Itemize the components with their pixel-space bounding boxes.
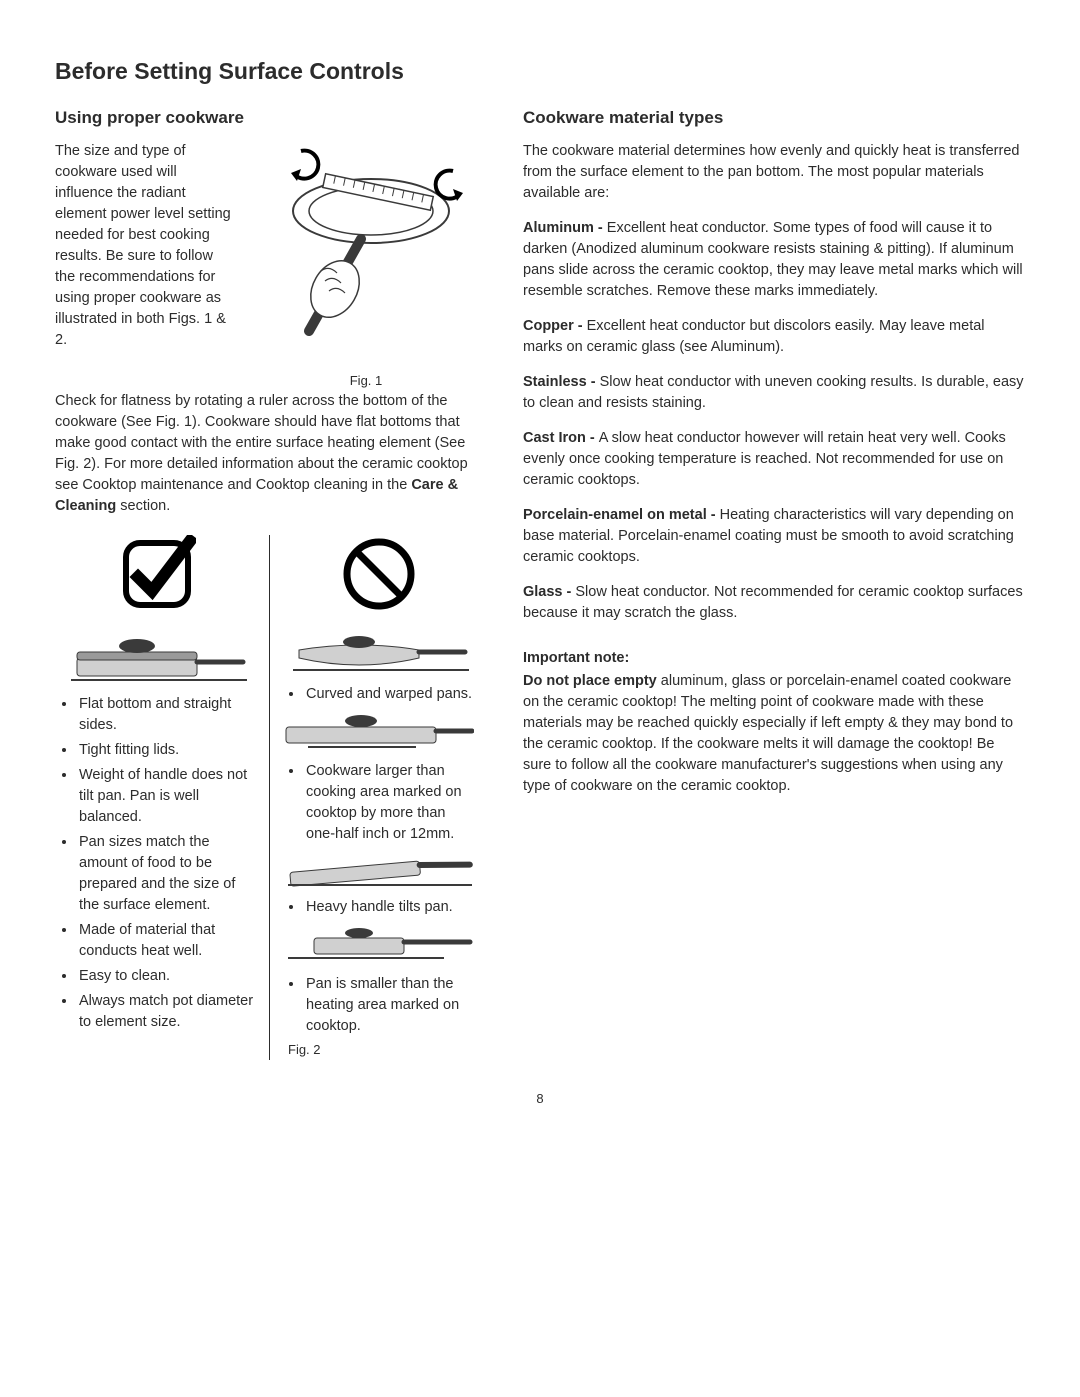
- material-copper: Copper - Excellent heat conductor but di…: [523, 316, 1025, 358]
- curved-pan-illustration: [289, 628, 469, 678]
- list-item: Cookware larger than cooking area marked…: [304, 761, 475, 845]
- list-item: Pan sizes match the amount of food to be…: [77, 832, 259, 916]
- note-rest: aluminum, glass or porcelain-enamel coat…: [523, 673, 1013, 794]
- bad-list-2: Cookware larger than cooking area marked…: [282, 761, 475, 845]
- right-column: Cookware material types The cookware mat…: [523, 106, 1025, 1060]
- important-note-body: Do not place empty aluminum, glass or po…: [523, 671, 1025, 797]
- material-porcelain: Porcelain-enamel on metal - Heating char…: [523, 505, 1025, 568]
- materials-intro: The cookware material determines how eve…: [523, 141, 1025, 204]
- page-title: Before Setting Surface Controls: [55, 55, 1025, 88]
- intro-paragraph: The size and type of cookware used will …: [55, 141, 235, 351]
- material-name: Aluminum -: [523, 220, 607, 236]
- bad-list-4: Pan is smaller than the heating area mar…: [282, 974, 475, 1037]
- note-bold: Do not place empty: [523, 673, 657, 689]
- bad-list-1: Curved and warped pans.: [282, 684, 475, 705]
- left-column: Using proper cookware The size and type …: [55, 106, 485, 1060]
- material-cast-iron: Cast Iron - A slow heat conductor howeve…: [523, 428, 1025, 491]
- good-cookware-column: Flat bottom and straight sides. Tight fi…: [55, 535, 270, 1060]
- check-icon: [118, 535, 196, 613]
- material-stainless: Stainless - Slow heat conductor with une…: [523, 372, 1025, 414]
- list-item: Flat bottom and straight sides.: [77, 694, 259, 736]
- material-name: Copper -: [523, 318, 587, 334]
- tilted-pan-illustration: [284, 851, 474, 891]
- flatness-paragraph: Check for flatness by rotating a ruler a…: [55, 391, 485, 517]
- good-pan-illustration: [67, 628, 247, 688]
- material-name: Glass -: [523, 584, 575, 600]
- list-item: Tight fitting lids.: [77, 740, 259, 761]
- no-icon: [340, 535, 418, 613]
- page-number: 8: [55, 1090, 1025, 1109]
- list-item: Made of material that conducts heat well…: [77, 920, 259, 962]
- list-item: Curved and warped pans.: [304, 684, 475, 705]
- ruler-on-pan-illustration: [261, 141, 471, 361]
- material-aluminum: Aluminum - Excellent heat conductor. Som…: [523, 218, 1025, 302]
- list-item: Pan is smaller than the heating area mar…: [304, 974, 475, 1037]
- fig2-caption: Fig. 2: [288, 1041, 475, 1060]
- material-name: Stainless -: [523, 374, 600, 390]
- bad-cookware-column: Curved and warped pans. Cookware larger …: [270, 535, 485, 1060]
- para2-b: section.: [116, 498, 170, 514]
- fig1-caption: Fig. 1: [247, 372, 485, 391]
- figure-1: Fig. 1: [247, 141, 485, 391]
- subheading-using-cookware: Using proper cookware: [55, 106, 485, 131]
- list-item: Heavy handle tilts pan.: [304, 897, 475, 918]
- material-desc: Excellent heat conductor but discolors e…: [523, 318, 985, 355]
- figure-2-comparison: Flat bottom and straight sides. Tight fi…: [55, 535, 485, 1060]
- list-item: Easy to clean.: [77, 966, 259, 987]
- list-item: Weight of handle does not tilt pan. Pan …: [77, 765, 259, 828]
- material-name: Cast Iron -: [523, 430, 599, 446]
- good-list: Flat bottom and straight sides. Tight fi…: [55, 694, 259, 1033]
- important-note-title: Important note:: [523, 648, 1025, 669]
- material-desc: Slow heat conductor. Not recommended for…: [523, 584, 1023, 621]
- material-glass: Glass - Slow heat conductor. Not recomme…: [523, 582, 1025, 624]
- small-pan-illustration: [284, 924, 474, 968]
- bad-list-3: Heavy handle tilts pan.: [282, 897, 475, 918]
- para2-a: Check for flatness by rotating a ruler a…: [55, 393, 468, 493]
- material-name: Porcelain-enamel on metal -: [523, 507, 720, 523]
- subheading-material-types: Cookware material types: [523, 106, 1025, 131]
- list-item: Always match pot diameter to element siz…: [77, 991, 259, 1033]
- oversize-pan-illustration: [284, 711, 474, 755]
